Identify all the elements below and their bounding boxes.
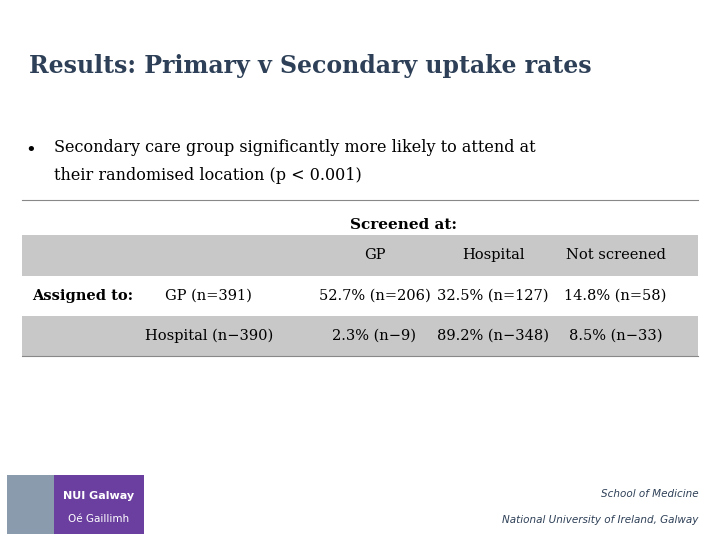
Text: 8.5% (n−33): 8.5% (n−33) [569,329,662,343]
Text: School of Medicine: School of Medicine [600,489,698,500]
Text: Hospital (n−390): Hospital (n−390) [145,329,273,343]
Text: their randomised location (p < 0.001): their randomised location (p < 0.001) [54,167,361,184]
Text: GP (n=391): GP (n=391) [166,289,252,303]
Text: Secondary care group significantly more likely to attend at: Secondary care group significantly more … [54,139,536,156]
Text: •: • [25,141,36,159]
Text: National University of Ireland, Galway: National University of Ireland, Galway [502,515,698,525]
Bar [22,235,698,275]
Text: 2.3% (n−9): 2.3% (n−9) [333,329,416,343]
Text: 89.2% (n−348): 89.2% (n−348) [437,329,549,343]
Text: Results: Primary v Secondary uptake rates: Results: Primary v Secondary uptake rate… [29,54,591,78]
Bar [22,316,698,356]
Text: Assigned to:: Assigned to: [32,289,133,303]
Text: Hospital: Hospital [462,248,524,262]
Bar [7,475,54,535]
Text: NUI Galway: NUI Galway [63,491,135,502]
Text: Screened at:: Screened at: [350,218,456,232]
Bar [22,275,698,316]
Text: 32.5% (n=127): 32.5% (n=127) [438,289,549,303]
Bar [54,475,144,535]
Text: 14.8% (n=58): 14.8% (n=58) [564,289,667,303]
Text: Not screened: Not screened [566,248,665,262]
Text: Oé Gaillimh: Oé Gaillimh [68,514,130,524]
Text: 52.7% (n=206): 52.7% (n=206) [318,289,431,303]
Text: GP: GP [364,248,385,262]
